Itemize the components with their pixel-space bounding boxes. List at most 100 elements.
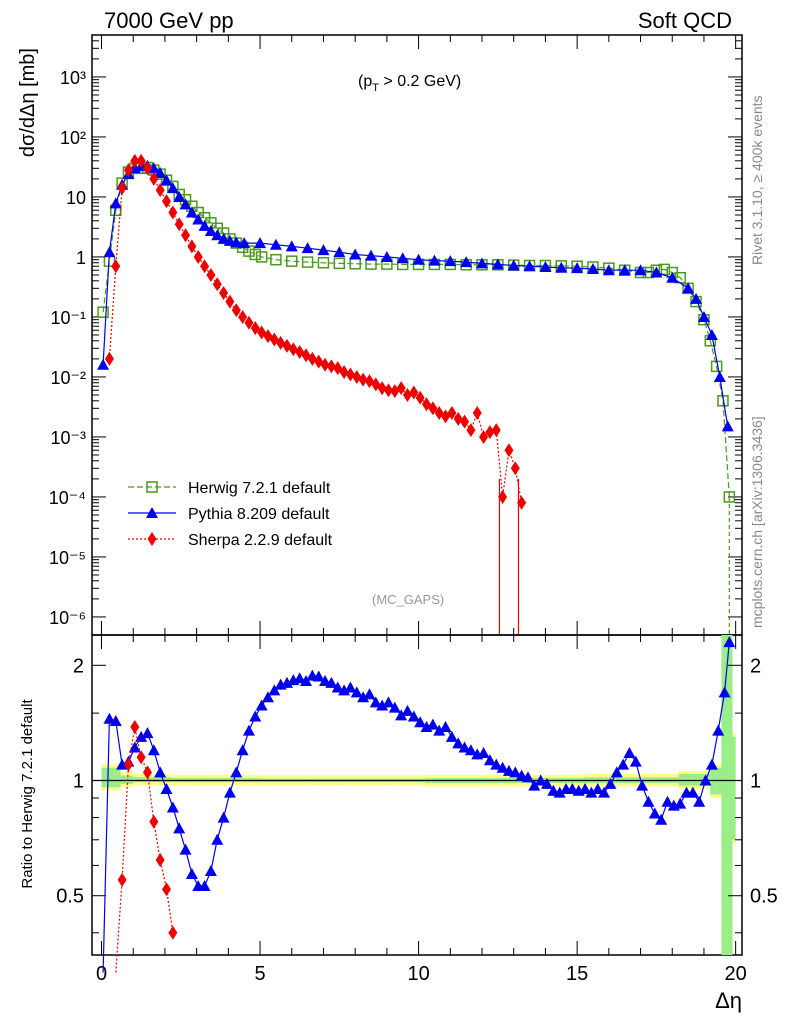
main-data-point — [428, 254, 441, 266]
main-data-point — [333, 257, 346, 270]
main-data-point — [721, 420, 734, 432]
ratio-data-point — [426, 718, 439, 730]
ratio-data-point — [591, 783, 604, 795]
main-data-point — [380, 250, 393, 262]
main-data-point — [723, 491, 736, 503]
main-data-point — [682, 282, 695, 294]
main-data-point — [117, 181, 127, 196]
legend-entry-label: Pythia 8.209 default — [188, 506, 330, 523]
ratio-band-green — [164, 777, 172, 783]
main-data-point — [238, 237, 251, 249]
ratio-data-point — [261, 691, 274, 703]
main-data-point — [285, 240, 298, 252]
x-tick-label: 20 — [725, 963, 747, 985]
main-data-point — [212, 277, 222, 292]
ratio-data-point — [699, 774, 712, 786]
ratio-data-point — [693, 795, 706, 807]
main-data-point — [634, 264, 647, 276]
main-series-layer — [97, 153, 736, 635]
x-tick-label: 5 — [254, 963, 265, 985]
main-data-point — [333, 246, 346, 258]
ratio-data-point — [534, 774, 547, 786]
ratio-data-point — [142, 765, 152, 780]
ratio-data-point — [521, 771, 534, 783]
main-data-point — [307, 351, 317, 366]
ratio-data-point — [528, 779, 541, 791]
ratio-data-point — [249, 710, 262, 722]
ratio-axis-ticks — [92, 635, 742, 955]
main-data-point — [204, 225, 217, 237]
main-data-point — [396, 381, 406, 396]
main-data-point — [104, 351, 114, 366]
main-data-point — [200, 259, 210, 274]
main-data-point — [109, 197, 122, 209]
main-data-point — [571, 262, 584, 274]
ratio-data-point — [674, 797, 687, 809]
main-data-point — [244, 315, 254, 330]
main-data-point — [466, 423, 476, 438]
main-data-point — [485, 425, 495, 440]
ratio-data-point — [490, 758, 503, 770]
main-data-point — [409, 385, 419, 400]
main-data-point — [301, 242, 314, 254]
legend-marker — [146, 507, 158, 518]
x-tick-label: 0 — [96, 963, 107, 985]
ratio-data-point — [585, 786, 598, 798]
ratio-data-point — [130, 719, 140, 734]
ratio-band-green — [691, 773, 698, 786]
ratio-band-green — [114, 767, 121, 788]
ratio-data-point — [217, 811, 230, 823]
pt-cut-annotation-p: (p — [358, 73, 372, 90]
ratio-data-point — [109, 715, 122, 727]
x-tick-labels: 0 5 10 15 20 — [96, 963, 747, 985]
main-data-point — [602, 264, 615, 276]
ratio-data-point — [344, 681, 357, 693]
ratio-data-point — [123, 757, 133, 772]
ratio-data-point — [723, 636, 736, 648]
main-data-point — [491, 258, 504, 270]
ratio-y-tick-label: 2 — [73, 655, 84, 677]
main-data-point — [491, 423, 501, 438]
ratio-y-tick-label-right: 2 — [750, 655, 761, 677]
main-data-point — [269, 238, 282, 250]
ratio-data-point — [198, 880, 211, 892]
watermark-label: (MC_GAPS) — [372, 592, 444, 607]
ratio-y-tick-label-right: 1 — [750, 771, 761, 793]
main-data-point — [690, 292, 703, 304]
ratio-data-point — [369, 696, 382, 708]
ratio-data-point — [204, 865, 217, 877]
ratio-data-point — [147, 744, 160, 756]
main-data-point — [377, 381, 387, 396]
main-data-point — [168, 205, 178, 220]
ratio-data-point — [617, 758, 630, 770]
main-data-point — [349, 248, 362, 260]
main-data-point — [650, 266, 663, 278]
main-axis-ticks — [92, 34, 742, 635]
ratio-data-point — [712, 724, 725, 736]
ratio-data-point — [509, 766, 522, 778]
main-data-point — [396, 252, 409, 264]
main-data-point — [345, 367, 355, 382]
main-data-point — [174, 217, 184, 232]
main-data-point — [697, 310, 710, 322]
ratio-data-point — [173, 822, 186, 834]
header-right-label: Soft QCD — [638, 8, 732, 33]
main-data-point — [103, 246, 116, 258]
main-data-point — [255, 251, 268, 263]
main-data-point — [136, 153, 146, 168]
ratio-data-point — [629, 755, 642, 767]
main-data-point — [219, 286, 229, 301]
main-data-point — [166, 182, 179, 194]
ratio-band-edge — [721, 635, 733, 955]
ratio-data-point — [242, 724, 255, 736]
main-data-point — [479, 429, 489, 444]
rivet-side-label: Rivet 3.1.10, ≥ 400k events — [749, 95, 765, 265]
ratio-data-point — [236, 744, 249, 756]
ratio-data-point — [705, 758, 718, 770]
main-data-point — [320, 357, 330, 372]
main-data-point — [173, 190, 186, 202]
ratio-panel: 0.5 0.5 1 1 2 2 0 5 10 15 20 Ratio to Herwig 7.2.… — [19, 634, 778, 1013]
mcplots-side-label: mcplots.cern.ch [arXiv:1306.3436] — [749, 416, 765, 628]
main-data-point — [586, 262, 599, 274]
ratio-data-point — [458, 741, 471, 753]
